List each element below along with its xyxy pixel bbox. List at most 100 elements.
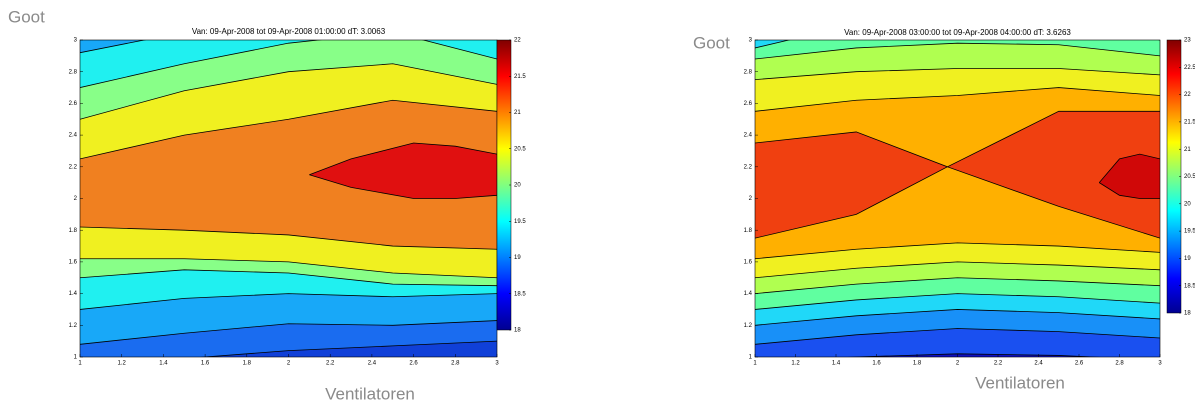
- x-tick-label: 2.4: [368, 361, 377, 367]
- contour-line: [309, 142, 497, 176]
- x-tick-label: 1.2: [118, 361, 127, 367]
- y-tick-label: 3: [749, 38, 753, 44]
- plot: 1 1.2 1.4 1.6 1.8 2 2.2 2.4 2.6 2.8 3 1 1.2 1.4 1.6 1.8…: [693, 28, 1195, 392]
- colorbar-tick-label: 18.5: [1184, 283, 1195, 289]
- contour-line: [755, 68, 1160, 81]
- x-tick-label: 3: [495, 361, 499, 367]
- y-tick-label: 1.6: [69, 259, 78, 265]
- plot-area: [80, 40, 497, 357]
- contour-line: [1098, 153, 1160, 183]
- x-tick-label: 2.8: [451, 361, 460, 367]
- plot: 1 1.2 1.4 1.6 1.8 2 2.2 2.4 2.6 2.8 3 1 1.2 1.4 1.6 1.8…: [8, 7, 526, 403]
- y-tick-label: 2.2: [69, 164, 78, 170]
- x-tick-label: 1.8: [913, 361, 922, 367]
- colorbar-tick-label: 23: [1184, 38, 1191, 44]
- colorbar-tick-label: 19.5: [514, 219, 526, 225]
- colorbar-tick-label: 22: [1184, 92, 1191, 98]
- y-tick-label: 2.4: [69, 133, 78, 139]
- y-axis-label: Goot: [8, 7, 45, 26]
- contour-band: [309, 143, 497, 199]
- colorbar-tick-label: 21: [1184, 147, 1191, 153]
- contour-line: [80, 99, 497, 160]
- y-tick-label: 2.6: [69, 101, 78, 107]
- x-tick-label: 1.8: [243, 361, 252, 367]
- contour-line: [847, 353, 1102, 357]
- y-tick-label: 2.8: [744, 69, 753, 75]
- chart-title: Van: 09-Apr-2008 03:00:00 tot 09-Apr-200…: [844, 28, 1071, 37]
- contour-line: [80, 293, 497, 310]
- colorbar-tick-label: 19: [1184, 256, 1191, 262]
- contour-line: [309, 174, 497, 199]
- colorbar-tick-label: 20: [1184, 201, 1191, 207]
- contour-line: [755, 42, 1160, 60]
- contour-line: [1099, 182, 1160, 199]
- contour-line: [199, 340, 497, 357]
- y-tick-label: 1.4: [69, 291, 78, 297]
- y-tick-label: 1.4: [744, 291, 753, 297]
- y-tick-label: 1.8: [69, 228, 78, 234]
- colorbar-tick-label: 21.5: [514, 74, 526, 80]
- contour-line: [755, 110, 1160, 168]
- x-tick-label: 1.4: [159, 361, 168, 367]
- contour-line: [755, 242, 1160, 260]
- y-tick-label: 1.2: [69, 323, 78, 329]
- contour-line: [80, 269, 497, 287]
- y-tick-label: 1: [74, 355, 78, 361]
- contour-line: [80, 63, 497, 120]
- contour-line: [80, 320, 497, 345]
- y-tick-label: 1.8: [744, 228, 753, 234]
- contour-line: [80, 226, 497, 250]
- x-tick-label: 1.2: [791, 361, 800, 367]
- colorbar-tick-label: 19.5: [1184, 229, 1195, 235]
- colorbar-tick-label: 21.5: [1184, 119, 1195, 125]
- x-tick-label: 2.6: [409, 361, 418, 367]
- colorbar-tick-label: 18: [1184, 311, 1191, 317]
- colorbar-tick-label: 18: [514, 328, 521, 334]
- x-tick-label: 1.6: [201, 361, 210, 367]
- x-axis-label: Ventilatoren: [325, 384, 415, 403]
- contour-line: [80, 40, 497, 88]
- chart-title: Van: 09-Apr-2008 tot 09-Apr-2008 01:00:0…: [192, 27, 386, 36]
- colorbar-tick-label: 18.5: [514, 291, 526, 297]
- x-tick-label: 2: [287, 361, 291, 367]
- y-tick-label: 2.4: [744, 133, 753, 139]
- y-tick-label: 1.2: [744, 323, 753, 329]
- contour-line: [755, 277, 1160, 294]
- contour-line: [755, 309, 1160, 326]
- x-tick-label: 1: [753, 361, 757, 367]
- contour-line: [755, 328, 1160, 345]
- colorbar-tick-label: 19: [514, 255, 521, 261]
- plot-area: [755, 40, 1160, 357]
- x-tick-label: 1.4: [832, 361, 841, 367]
- y-tick-label: 2: [749, 196, 753, 202]
- colorbar: [1166, 39, 1182, 314]
- contour-line: [80, 258, 497, 279]
- colorbar-tick-label: 22.5: [1184, 65, 1195, 71]
- colorbar-tick-label: 20: [514, 183, 521, 189]
- x-tick-label: 1.6: [872, 361, 881, 367]
- x-tick-label: 2.6: [1075, 361, 1084, 367]
- colorbar-tick-label: 20.5: [514, 146, 526, 152]
- y-tick-label: 2: [74, 196, 78, 202]
- contour-line: [755, 261, 1160, 279]
- y-tick-label: 1.6: [744, 259, 753, 265]
- x-tick-label: 1: [78, 361, 82, 367]
- y-tick-label: 2.8: [69, 69, 78, 75]
- colorbar-tick-label: 21: [514, 110, 521, 116]
- contour-line: [755, 87, 1160, 112]
- y-tick-label: 2.6: [744, 101, 753, 107]
- x-axis-label: Ventilatoren: [975, 373, 1065, 392]
- contour-line: [755, 293, 1160, 310]
- colorbar-tick-label: 22: [514, 38, 521, 44]
- x-tick-label: 3: [1158, 361, 1162, 367]
- x-tick-label: 2.2: [994, 361, 1003, 367]
- x-tick-label: 2.8: [1115, 361, 1124, 367]
- y-tick-label: 2.2: [744, 164, 753, 170]
- y-axis-label: Goot: [693, 33, 730, 52]
- contour-band: [80, 100, 497, 250]
- x-tick-label: 2: [956, 361, 960, 367]
- y-tick-label: 3: [74, 38, 78, 44]
- colorbar: [496, 39, 512, 331]
